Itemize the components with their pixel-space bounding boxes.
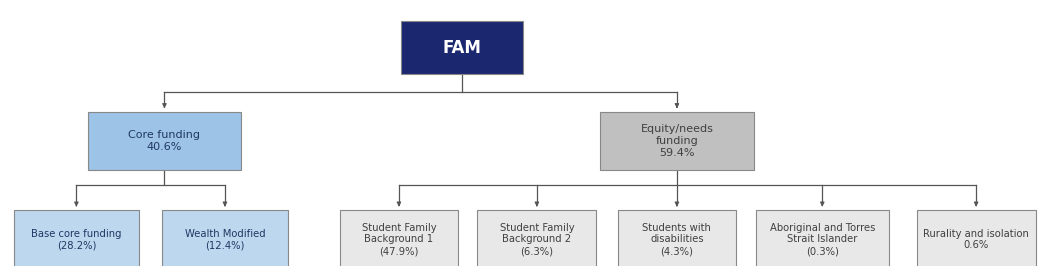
FancyBboxPatch shape — [601, 112, 753, 170]
FancyBboxPatch shape — [162, 210, 288, 266]
Text: Student Family
Background 2
(6.3%): Student Family Background 2 (6.3%) — [500, 223, 574, 256]
FancyBboxPatch shape — [400, 21, 522, 74]
FancyBboxPatch shape — [477, 210, 596, 266]
FancyBboxPatch shape — [87, 112, 241, 170]
FancyBboxPatch shape — [340, 210, 458, 266]
Text: FAM: FAM — [442, 39, 481, 57]
Text: Rurality and isolation
0.6%: Rurality and isolation 0.6% — [923, 228, 1029, 250]
FancyBboxPatch shape — [917, 210, 1036, 266]
Text: Wealth Modified
(12.4%): Wealth Modified (12.4%) — [185, 228, 265, 250]
Text: Student Family
Background 1
(47.9%): Student Family Background 1 (47.9%) — [362, 223, 436, 256]
Text: Equity/needs
funding
59.4%: Equity/needs funding 59.4% — [641, 124, 713, 157]
FancyBboxPatch shape — [755, 210, 888, 266]
FancyBboxPatch shape — [618, 210, 736, 266]
Text: Base core funding
(28.2%): Base core funding (28.2%) — [31, 228, 122, 250]
FancyBboxPatch shape — [14, 210, 139, 266]
Text: Students with
disabilities
(4.3%): Students with disabilities (4.3%) — [643, 223, 711, 256]
Text: Core funding
40.6%: Core funding 40.6% — [128, 130, 201, 152]
Text: Aboriginal and Torres
Strait Islander
(0.3%): Aboriginal and Torres Strait Islander (0… — [769, 223, 875, 256]
